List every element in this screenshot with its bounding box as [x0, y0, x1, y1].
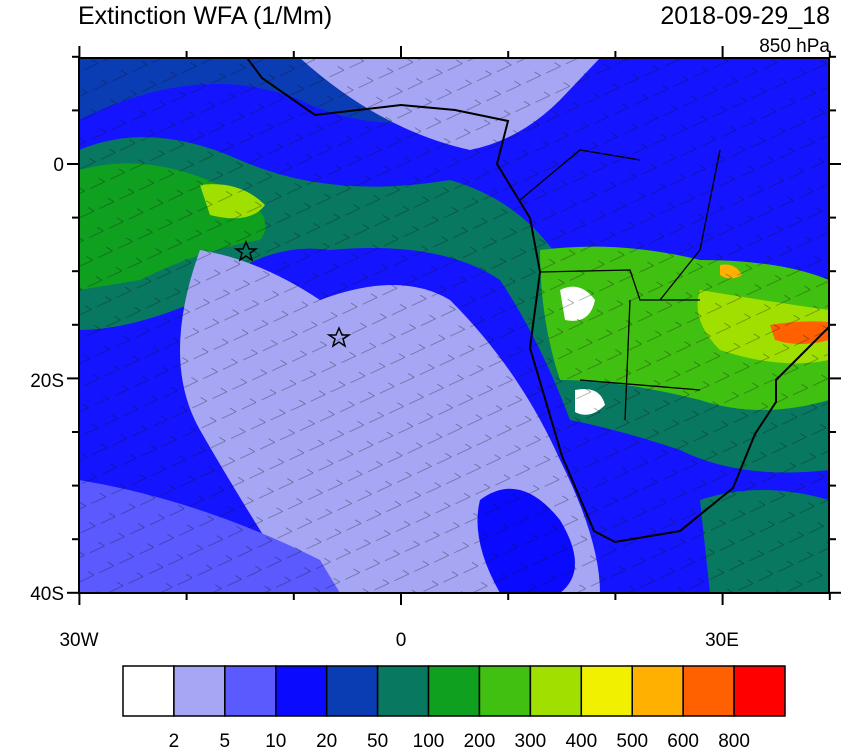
colorbar-box — [275, 665, 328, 717]
colorbar-box — [631, 665, 684, 717]
title: Extinction WFA (1/Mm) — [78, 2, 332, 30]
colorbar-label: 300 — [515, 731, 547, 750]
colorbar-label: 200 — [464, 731, 496, 750]
colorbar-label: 800 — [718, 731, 750, 750]
colorbar-label: 500 — [616, 731, 648, 750]
colorbar: 2 5 10 20 50 100 200 300 400 500 600 800 — [122, 665, 786, 752]
colorbar-box — [529, 665, 583, 717]
colorbar-label: 20 — [316, 731, 337, 750]
date: 2018-09-29_18 — [660, 2, 830, 30]
colorbar-box — [173, 665, 226, 717]
map — [79, 58, 829, 593]
colorbar-box — [376, 665, 430, 717]
colorbar-label: 10 — [265, 731, 286, 750]
lat-label: 20S — [30, 371, 64, 392]
colorbar-label: 400 — [565, 731, 597, 750]
colorbar-box — [580, 665, 633, 717]
colorbar-box — [478, 665, 532, 717]
borders — [519, 149, 721, 421]
colorbar-box — [224, 665, 277, 717]
colorbar-box — [122, 665, 175, 717]
wind-barbs — [79, 58, 829, 593]
lat-label: 40S — [30, 584, 64, 605]
star-marker — [233, 240, 352, 348]
lon-label: 30E — [705, 630, 739, 651]
level: 850 hPa — [759, 36, 830, 57]
lon-label: 30W — [59, 630, 98, 651]
colorbar-label: 100 — [413, 731, 445, 750]
lat-label: 0 — [53, 155, 64, 176]
colorbar-box — [325, 665, 379, 717]
colorbar-label: 5 — [220, 731, 231, 750]
colorbar-box — [733, 665, 786, 717]
coastline — [245, 58, 829, 544]
colorbar-label: 600 — [667, 731, 699, 750]
frame-ticks — [67, 46, 841, 605]
colorbar-box — [682, 665, 735, 717]
lon-label: 0 — [396, 630, 407, 651]
colorbar-label: 50 — [367, 731, 388, 750]
colorbar-box — [427, 665, 481, 717]
colorbar-label: 2 — [169, 731, 180, 750]
